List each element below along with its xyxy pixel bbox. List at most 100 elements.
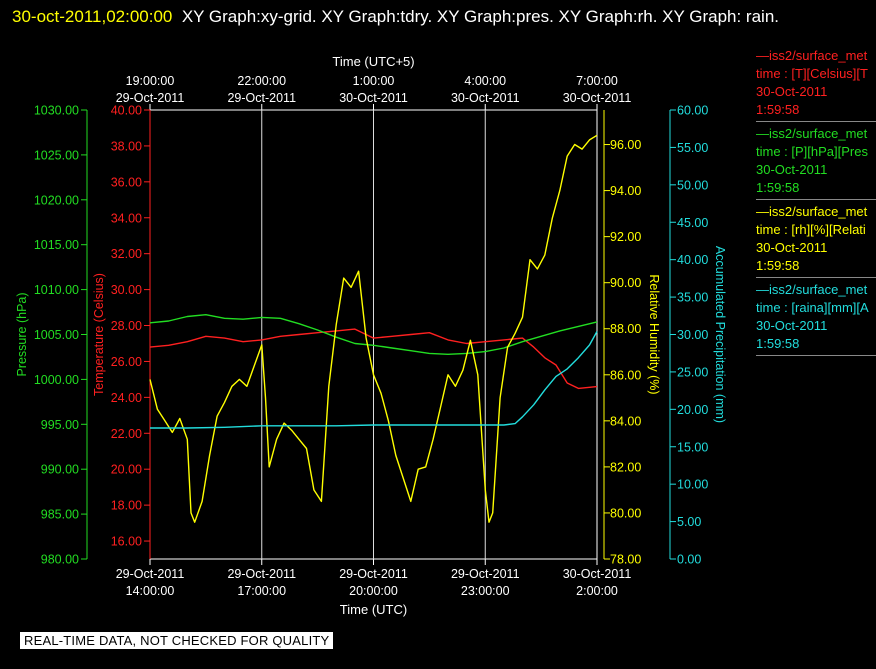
temperature-tick-label: 36.00 — [111, 175, 142, 189]
legend-time: 1:59:58 — [756, 336, 800, 351]
rain-tick-label: 55.00 — [677, 141, 708, 155]
rh-tick-label: 92.00 — [610, 230, 641, 244]
top-tick-label-date: 30-Oct-2011 — [563, 91, 632, 105]
rh-tick-label: 80.00 — [610, 506, 641, 520]
x-axis-label: Time (UTC) — [340, 602, 407, 617]
legend-time: 1:59:58 — [756, 180, 800, 195]
x-tick-label-time: 14:00:00 — [126, 584, 175, 598]
temperature-tick-label: 40.00 — [111, 104, 142, 118]
legend-units: time : [P][hPa][Pres — [756, 144, 868, 159]
x-tick-label-date: 29-Oct-2011 — [339, 567, 408, 581]
pressure-tick-label: 995.00 — [41, 418, 79, 432]
temperature-tick-label: 34.00 — [111, 211, 142, 225]
rh-axis-label: Relative Humidity (%) — [647, 274, 661, 394]
pressure-tick-label: 1000.00 — [34, 373, 79, 387]
pressure-series-line — [149, 314, 598, 355]
rain-tick-label: 50.00 — [677, 178, 708, 192]
legend-time: 1:59:58 — [756, 258, 800, 273]
temperature-tick-label: 18.00 — [111, 499, 142, 513]
legend-date: 30-Oct-2011 — [756, 240, 828, 255]
temperature-tick-label: 22.00 — [111, 427, 142, 441]
legend-time: 1:59:58 — [756, 102, 800, 117]
x-tick-label-date: 29-Oct-2011 — [227, 567, 296, 581]
x-tick-label-time: 17:00:00 — [237, 584, 286, 598]
top-tick-label-time: 7:00:00 — [576, 74, 618, 88]
temperature-tick-label: 24.00 — [111, 391, 142, 405]
rh-tick-label: 86.00 — [610, 368, 641, 382]
legend-item: —iss2/surface_met time : [raina][mm][A 30-… — [756, 281, 876, 356]
pressure-tick-label: 985.00 — [41, 508, 79, 522]
legend-units: time : [raina][mm][A — [756, 300, 869, 315]
x-tick-label-date: 30-Oct-2011 — [563, 567, 632, 581]
top-tick-label-time: 19:00:00 — [126, 74, 175, 88]
rain-tick-label: 0.00 — [677, 553, 701, 567]
rh-tick-label: 90.00 — [610, 276, 641, 290]
rain-tick-label: 5.00 — [677, 515, 701, 529]
pressure-tick-label: 1015.00 — [34, 238, 79, 252]
rain-tick-label: 40.00 — [677, 253, 708, 267]
rh-tick-label: 84.00 — [610, 414, 641, 428]
temperature-tick-label: 16.00 — [111, 535, 142, 549]
legend-name: —iss2/surface_met — [756, 204, 868, 219]
rain-tick-label: 45.00 — [677, 216, 708, 230]
graph-list: XY Graph:xy-grid. XY Graph:tdry. XY Grap… — [181, 7, 780, 26]
temperature-axis-label: Temperature (Celsius) — [92, 273, 106, 396]
rain-tick-label: 35.00 — [677, 291, 708, 305]
legend-date: 30-Oct-2011 — [756, 84, 828, 99]
top-tick-label-date: 30-Oct-2011 — [339, 91, 408, 105]
timestamp: 30-oct-2011,02:00:00 — [12, 7, 173, 26]
legend-name: —iss2/surface_met — [756, 126, 868, 141]
rh-tick-label: 94.00 — [610, 184, 641, 198]
temperature-tick-label: 38.00 — [111, 139, 142, 153]
x-tick-label-date: 29-Oct-2011 — [451, 567, 520, 581]
x-tick-label-time: 23:00:00 — [461, 584, 510, 598]
top-tick-label-time: 1:00:00 — [353, 74, 395, 88]
temperature-tick-label: 30.00 — [111, 283, 142, 297]
rh-tick-label: 78.00 — [610, 553, 641, 567]
temperature-tick-label: 20.00 — [111, 463, 142, 477]
rain-tick-label: 30.00 — [677, 328, 708, 342]
rh-tick-label: 96.00 — [610, 138, 641, 152]
rain-tick-label: 25.00 — [677, 365, 708, 379]
temperature-tick-label: 32.00 — [111, 247, 142, 261]
x-tick-label-time: 20:00:00 — [349, 584, 398, 598]
pressure-tick-label: 1010.00 — [34, 283, 79, 297]
rain-axis-label: Accumulated Precipitation (mm) — [713, 246, 727, 423]
top-tick-label-time: 4:00:00 — [464, 74, 506, 88]
rain-tick-label: 10.00 — [677, 478, 708, 492]
pressure-tick-label: 1030.00 — [34, 104, 79, 118]
x-tick-label-date: 29-Oct-2011 — [116, 567, 185, 581]
temperature-series-line — [149, 328, 598, 390]
rain-tick-label: 60.00 — [677, 104, 708, 118]
rain-tick-label: 15.00 — [677, 440, 708, 454]
legend-date: 30-Oct-2011 — [756, 162, 828, 177]
top-tick-label-date: 29-Oct-2011 — [116, 91, 185, 105]
pressure-tick-label: 990.00 — [41, 463, 79, 477]
top-tick-label-date: 30-Oct-2011 — [451, 91, 520, 105]
top-tick-label-date: 29-Oct-2011 — [227, 91, 296, 105]
series-legend: —iss2/surface_met time : [T][Celsius][T 30… — [756, 47, 876, 359]
legend-units: time : [rh][%][Relati — [756, 222, 866, 237]
rh-series-line — [149, 134, 598, 523]
pressure-tick-label: 1020.00 — [34, 193, 79, 207]
top-tick-label-time: 22:00:00 — [237, 74, 286, 88]
legend-item: —iss2/surface_met time : [T][Celsius][T 30… — [756, 47, 876, 122]
rain-series-line — [150, 331, 598, 429]
pressure-tick-label: 1025.00 — [34, 148, 79, 162]
temperature-tick-label: 28.00 — [111, 319, 142, 333]
x-axis-top-label: Time (UTC+5) — [332, 54, 414, 69]
graph-header: 30-oct-2011,02:00:00 XY Graph:xy-grid. X… — [12, 3, 852, 30]
rain-tick-label: 20.00 — [677, 403, 708, 417]
pressure-tick-label: 1005.00 — [34, 328, 79, 342]
x-tick-label-time: 2:00:00 — [576, 584, 618, 598]
rh-tick-label: 88.00 — [610, 322, 641, 336]
rh-tick-label: 82.00 — [610, 460, 641, 474]
legend-date: 30-Oct-2011 — [756, 318, 828, 333]
quality-disclaimer: REAL-TIME DATA, NOT CHECKED FOR QUALITY — [20, 632, 334, 649]
temperature-tick-label: 26.00 — [111, 355, 142, 369]
pressure-tick-label: 980.00 — [41, 553, 79, 567]
legend-name: —iss2/surface_met — [756, 48, 868, 63]
